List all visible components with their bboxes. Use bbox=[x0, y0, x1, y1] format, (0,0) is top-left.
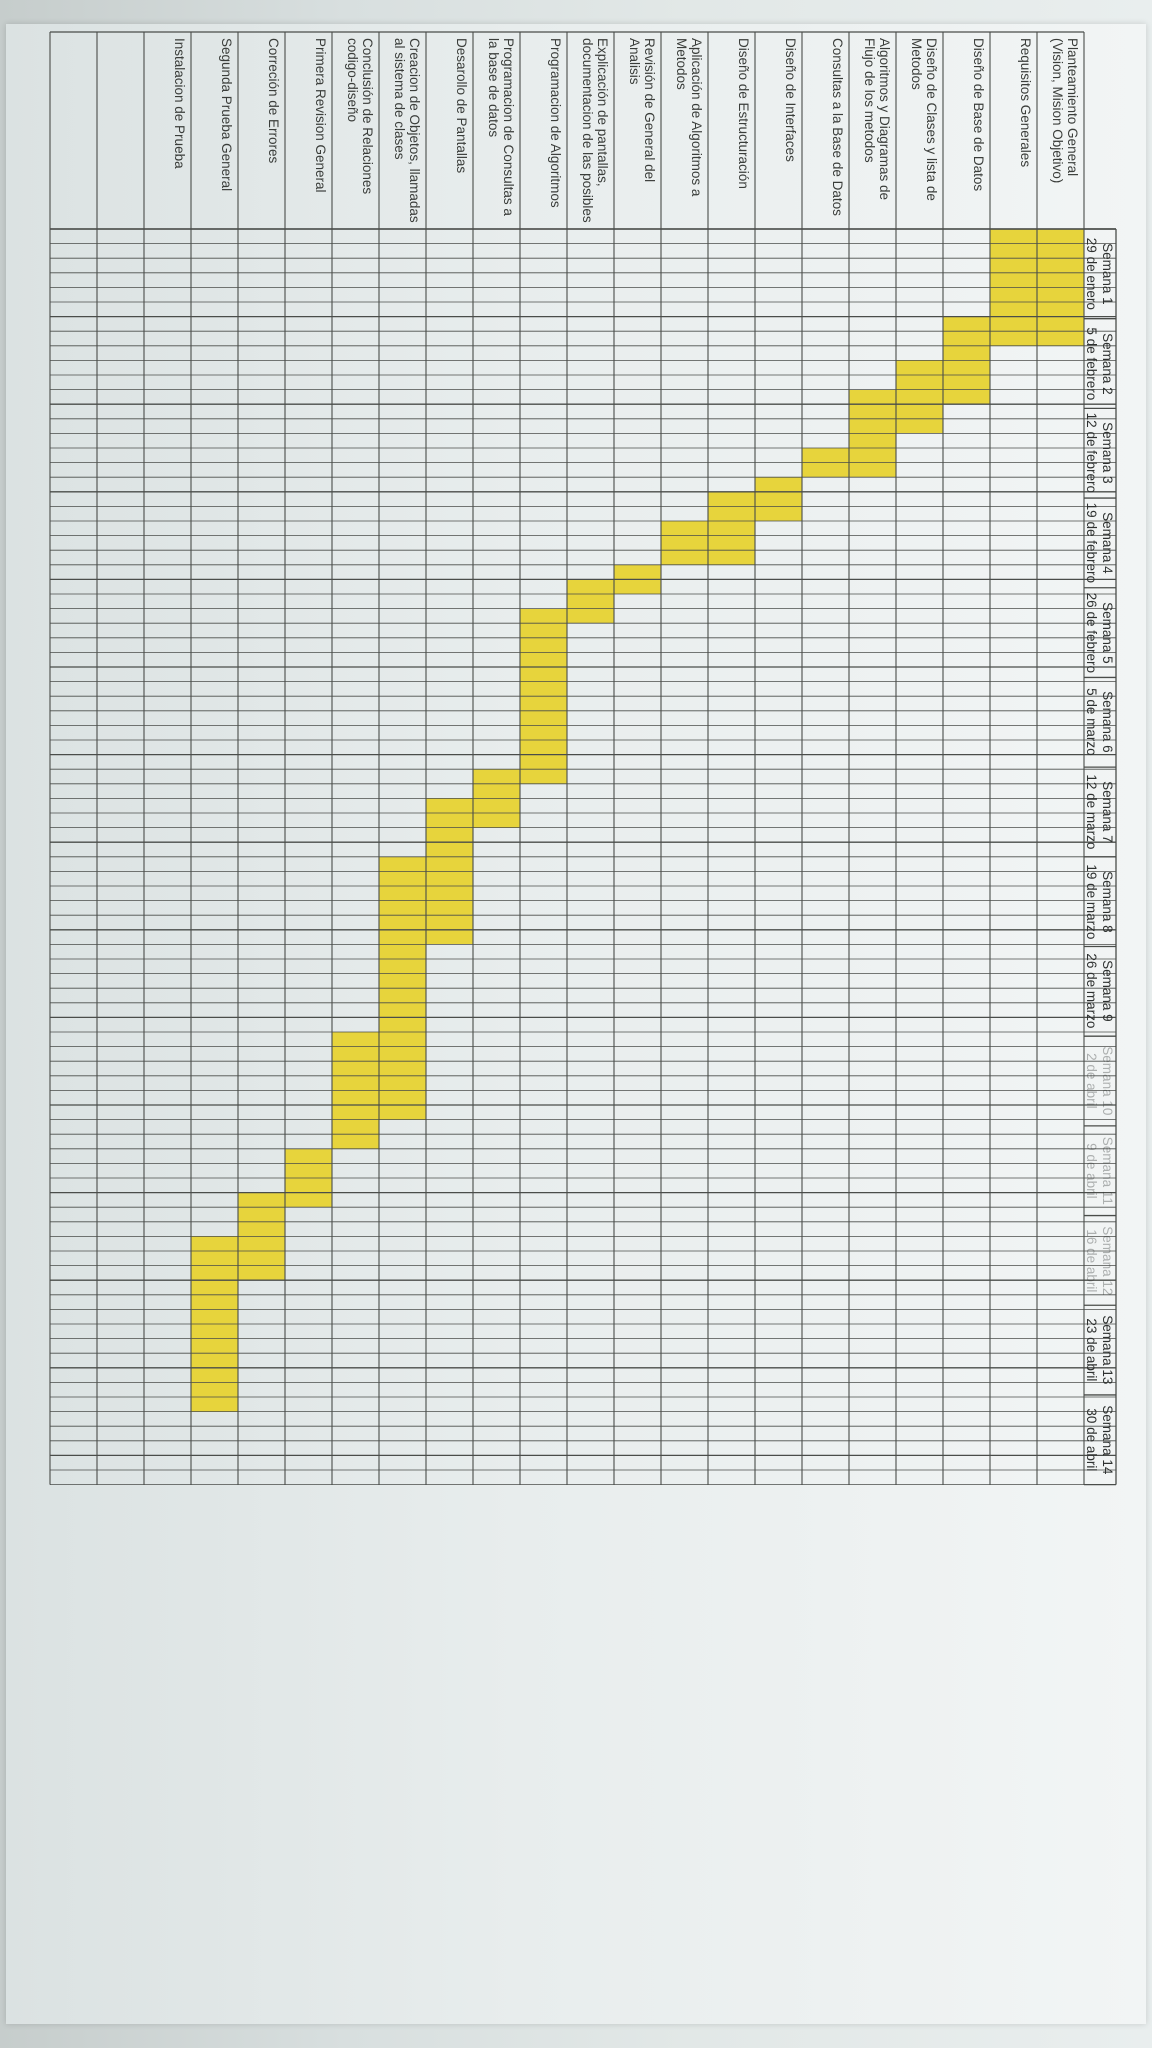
task-label: Explicación de pantallas, documentacion … bbox=[580, 38, 610, 223]
week-label: Semana 12 bbox=[1100, 1225, 1115, 1295]
task-bar bbox=[755, 477, 802, 521]
week-label: Semana 4 bbox=[1100, 512, 1115, 574]
week-date: 23 de abril bbox=[1084, 1318, 1099, 1382]
week-label: Semana 7 bbox=[1100, 781, 1115, 843]
task-label: Correción de Errores bbox=[266, 38, 281, 164]
week-label: Semana 11 bbox=[1100, 1136, 1115, 1205]
task-label: Primera Revision General bbox=[313, 38, 328, 193]
week-date: 12 de marzo bbox=[1084, 774, 1099, 850]
task-label: Segunda Prueba General bbox=[219, 38, 234, 192]
week-header: Semana 13 23 de abril bbox=[1083, 1309, 1115, 1391]
gantt-sheet: Planteamiento General (Vision, Mision Ob… bbox=[6, 24, 1146, 2024]
week-header: Semana 10 2 de abril bbox=[1083, 1040, 1115, 1122]
week-header: Semana 1 29 de enero bbox=[1083, 233, 1115, 315]
week-date: 30 de abril bbox=[1084, 1408, 1099, 1472]
week-date: 12 de febrero bbox=[1084, 413, 1099, 494]
week-date: 29 de enero bbox=[1084, 237, 1099, 310]
task-label: Planteamiento General (Vision, Mision Ob… bbox=[1050, 38, 1080, 184]
task-label: Revisión de General del Analisis bbox=[627, 38, 657, 183]
week-date: 26 de febrero bbox=[1084, 592, 1099, 673]
week-header: Semana 7 12 de marzo bbox=[1083, 771, 1115, 853]
week-header: Semana 4 19 de febrero bbox=[1083, 502, 1115, 584]
week-label: Semana 5 bbox=[1100, 601, 1115, 664]
week-label: Semana 1 bbox=[1100, 243, 1115, 305]
week-header: Semana 3 12 de febrero bbox=[1083, 412, 1115, 494]
week-date: 26 de marzo bbox=[1084, 953, 1099, 1029]
week-date: 5 de febrero bbox=[1084, 327, 1099, 400]
week-label: Semana 10 bbox=[1100, 1046, 1115, 1116]
task-label: Diseño de Base de Datos bbox=[971, 38, 986, 192]
task-label: Instalacion de Prueba bbox=[172, 38, 187, 169]
task-label: Algoritmos y Diagramas de Flujo de los m… bbox=[862, 38, 892, 201]
task-label: Requisitos Generales bbox=[1018, 38, 1033, 168]
task-label: Programacion de Algoritmos bbox=[548, 38, 563, 208]
gantt-chart bbox=[49, 31, 1117, 1486]
task-label: Programacion de Consultas a la base de d… bbox=[486, 38, 516, 216]
week-date: 19 de marzo bbox=[1084, 864, 1099, 940]
week-date: 5 de marzo bbox=[1084, 688, 1099, 757]
task-label: Desarollo de Pantallas bbox=[454, 38, 469, 174]
task-label: Conclusión de Relaciones codigo-diseño bbox=[345, 38, 375, 195]
task-label: Diseño de Estructuración bbox=[736, 38, 751, 189]
week-header: Semana 11 9 de abril bbox=[1083, 1130, 1115, 1212]
task-label: Creacion de Objetos, llamadas al sistema… bbox=[392, 38, 422, 223]
task-bar bbox=[661, 521, 708, 565]
week-header: Semana 12 16 de abril bbox=[1083, 1220, 1115, 1302]
week-label: Semana 9 bbox=[1100, 960, 1115, 1023]
week-label: Semana 3 bbox=[1100, 422, 1115, 484]
week-header: Semana 14 30 de abril bbox=[1083, 1399, 1115, 1481]
task-label: Diseño de Interfaces bbox=[783, 38, 798, 162]
task-bar bbox=[708, 491, 755, 565]
week-header: Semana 9 26 de marzo bbox=[1083, 950, 1115, 1032]
task-label: Consultas a la Base de Datos bbox=[830, 38, 845, 216]
week-label: Semana 13 bbox=[1100, 1315, 1115, 1385]
week-label: Semana 6 bbox=[1100, 691, 1115, 754]
task-bar bbox=[567, 579, 614, 624]
week-header: Semana 5 26 de febrero bbox=[1083, 592, 1115, 674]
week-date: 9 de abril bbox=[1084, 1142, 1099, 1199]
week-date: 19 de febrero bbox=[1084, 502, 1099, 584]
task-bar bbox=[896, 360, 943, 434]
week-header: Semana 8 19 de marzo bbox=[1083, 861, 1115, 943]
task-label: Diseño de Clases y lista de Metodos bbox=[909, 38, 939, 201]
week-label: Semana 8 bbox=[1100, 870, 1115, 933]
week-label: Semana 14 bbox=[1100, 1405, 1115, 1475]
week-date: 2 de abril bbox=[1084, 1053, 1099, 1109]
week-label: Semana 2 bbox=[1100, 332, 1115, 395]
week-date: 16 de abril bbox=[1084, 1228, 1099, 1292]
task-label: Aplicación de Algoritmos a Metodos bbox=[674, 38, 704, 197]
